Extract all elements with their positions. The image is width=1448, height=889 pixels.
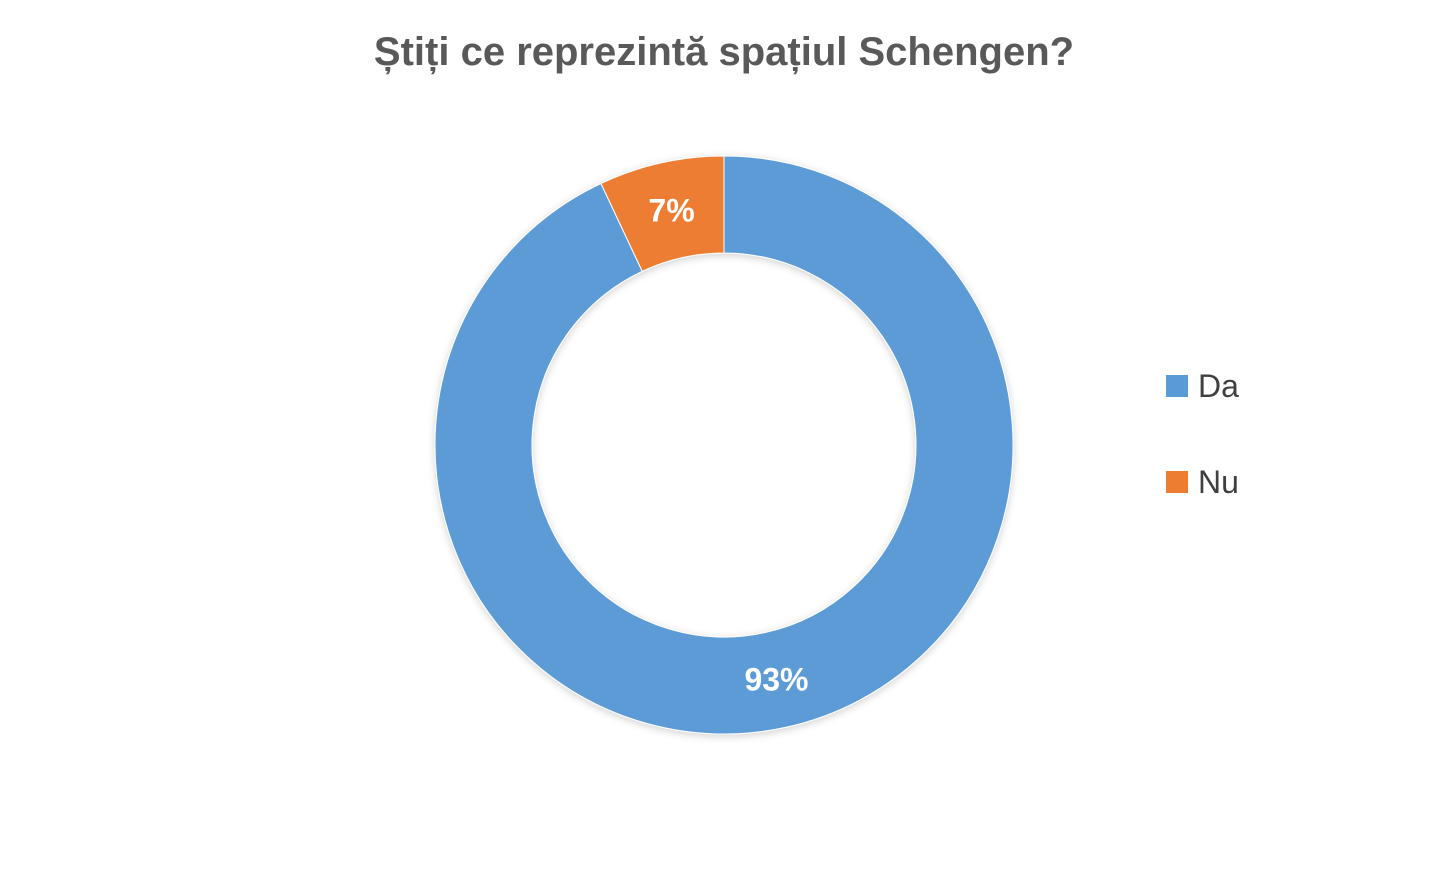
data-label-da: 93% — [744, 662, 808, 698]
slice-nu — [600, 155, 725, 272]
donut-data-labels: 93% 7% — [648, 192, 808, 697]
donut-slices — [434, 155, 1014, 735]
legend-item-da: Da — [1166, 366, 1239, 406]
legend-item-nu: Nu — [1166, 462, 1239, 502]
legend-label-nu: Nu — [1198, 463, 1239, 500]
legend: Da Nu — [1166, 366, 1239, 558]
slice-da — [434, 155, 1014, 735]
data-label-nu: 7% — [648, 192, 694, 228]
legend-swatch-da — [1166, 375, 1188, 397]
legend-label-da: Da — [1198, 367, 1239, 404]
chart-title: Știți ce reprezintă spațiul Schengen? — [373, 30, 1075, 74]
legend-swatch-nu — [1166, 471, 1188, 493]
